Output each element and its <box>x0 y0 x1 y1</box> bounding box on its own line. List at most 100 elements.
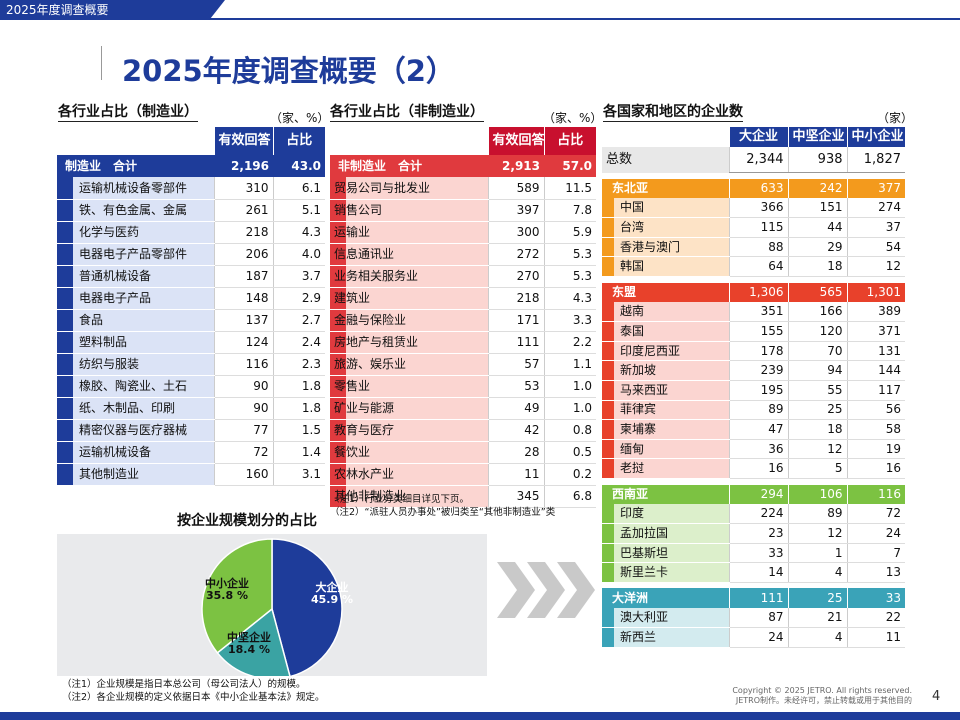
spacer <box>602 172 905 179</box>
table-row: 橡胶、陶瓷业、土石 90 1.8 <box>57 375 325 398</box>
nonmfg-unit: （家、%） <box>543 111 603 125</box>
country-label: 马来西亚 <box>602 380 729 401</box>
country-label: 孟加拉国 <box>602 523 729 544</box>
pie-label-pct: 45.9 % <box>311 593 353 606</box>
country-label: 韩国 <box>602 256 729 278</box>
table-row: 农林水产业 11 0.2 <box>330 463 596 486</box>
row-label: 其他制造业 <box>57 463 214 486</box>
row-pct: 5.1 <box>272 199 325 222</box>
country-row: 斯里兰卡 14 4 13 <box>602 562 905 583</box>
country-value: 144 <box>846 360 905 382</box>
country-value: 5 <box>787 458 847 479</box>
country-value: 64 <box>728 256 788 278</box>
table-row: 纺织与服装 116 2.3 <box>57 353 325 376</box>
country-row: 马来西亚 195 55 117 <box>602 380 905 401</box>
nonmfg-note-1: （注1）行业分类细目详见下页。 <box>330 494 470 505</box>
country-value: 55 <box>787 380 847 401</box>
region-label: 东北亚 <box>602 178 729 199</box>
row-pct: 5.3 <box>543 265 596 288</box>
country-value: 54 <box>846 237 905 258</box>
table-row: 贸易公司与批发业 589 11.5 <box>330 177 596 200</box>
nonmfg-section-title: 各行业占比（非制造业） <box>330 104 484 122</box>
country-label: 泰国 <box>602 321 729 342</box>
table-row: 信息通讯业 272 5.3 <box>330 243 596 266</box>
country-value: 24 <box>846 523 905 544</box>
row-label: 化学与医药 <box>57 221 214 244</box>
row-label: 信息通讯业 <box>330 243 488 266</box>
country-value: 18 <box>787 419 847 440</box>
table-row: 其他制造业 160 3.1 <box>57 463 325 486</box>
row-count: 206 <box>213 243 273 266</box>
chevron-arrows-icon <box>497 562 595 618</box>
country-value: 4 <box>787 627 847 648</box>
mfg-section-title: 各行业占比（制造业） <box>58 104 198 122</box>
country-row: 韩国 64 18 12 <box>602 256 905 278</box>
row-label: 运输机械设备零部件 <box>57 177 214 200</box>
row-label: 电器电子产品零部件 <box>57 243 214 266</box>
row-pct: 0.2 <box>543 463 596 486</box>
total-row: 非制造业 合计 2,913 57.0 <box>330 155 596 177</box>
country-table: 大企业 中坚企业 中小企业 总数 2,344 938 1,827 东北亚 633 242 377 中国… <box>602 127 905 648</box>
country-row: 柬埔寨 47 18 58 <box>602 419 905 440</box>
country-row: 澳大利亚 87 21 22 <box>602 608 905 629</box>
pie-note-2: （注2）各企业规模的定义依据日本《中小企业基本法》规定。 <box>62 692 325 703</box>
row-label: 橡胶、陶瓷业、土石 <box>57 375 214 398</box>
bottom-bar <box>0 712 960 720</box>
table-row: 零售业 53 1.0 <box>330 375 596 398</box>
row-pct: 2.7 <box>272 309 325 332</box>
row-label: 其他非制造业 <box>330 485 488 508</box>
row-label: 零售业 <box>330 375 488 398</box>
country-value: 87 <box>728 608 788 629</box>
row-count: 77 <box>213 419 273 442</box>
row-count: 272 <box>487 243 544 266</box>
row-pct: 11.5 <box>543 177 596 200</box>
country-value: 89 <box>728 400 788 421</box>
row-count: 137 <box>213 309 273 332</box>
row-count: 218 <box>487 287 544 310</box>
country-section-title: 各国家和地区的企业数 <box>603 104 743 122</box>
section-tab: 2025年度调查概要 <box>0 0 225 20</box>
region-value: 633 <box>728 178 788 199</box>
copyright: Copyright © 2025 JETRO. All rights reser… <box>732 686 912 706</box>
country-value: 44 <box>787 217 847 238</box>
row-pct: 2.4 <box>272 331 325 354</box>
pie-label-name: 中坚企业 <box>227 631 271 644</box>
row-pct: 3.1 <box>272 463 325 486</box>
row-label: 运输机械设备 <box>57 441 214 464</box>
country-value: 16 <box>846 458 905 479</box>
country-value: 224 <box>728 504 788 525</box>
top-rule <box>0 18 960 20</box>
country-value: 22 <box>846 608 905 629</box>
country-row: 菲律宾 89 25 56 <box>602 400 905 421</box>
row-pct: 6.1 <box>272 177 325 200</box>
country-label: 台湾 <box>602 217 729 238</box>
row-pct: 1.0 <box>543 375 596 398</box>
header-blank <box>602 127 729 147</box>
country-value: 117 <box>846 380 905 401</box>
region-value: 565 <box>787 282 847 303</box>
row-label: 建筑业 <box>330 287 488 310</box>
row-label: 普通机械设备 <box>57 265 214 288</box>
country-value: 18 <box>787 256 847 278</box>
spacer <box>602 478 905 485</box>
country-value: 155 <box>728 321 788 342</box>
row-count: 160 <box>213 463 273 486</box>
country-value: 56 <box>846 400 905 421</box>
pie-slice-1 <box>216 607 291 676</box>
top-bar: 2025年度调查概要 <box>0 0 960 20</box>
table-row: 房地产与租赁业 111 2.2 <box>330 331 596 354</box>
row-count: 397 <box>487 199 544 222</box>
country-value: 33 <box>728 543 788 564</box>
table-row: 化学与医药 218 4.3 <box>57 221 325 244</box>
row-label: 房地产与租赁业 <box>330 331 488 354</box>
country-value: 72 <box>846 504 905 525</box>
country-row: 泰国 155 120 371 <box>602 321 905 342</box>
region-value: 33 <box>846 588 905 609</box>
row-label: 贸易公司与批发业 <box>330 177 488 200</box>
table-row: 餐饮业 28 0.5 <box>330 441 596 464</box>
country-label: 印度尼西亚 <box>602 341 729 362</box>
row-count: 90 <box>213 375 273 398</box>
page-title: 2025年度调查概要（2） <box>122 54 455 88</box>
country-row: 台湾 115 44 37 <box>602 217 905 238</box>
region-value: 116 <box>846 484 905 505</box>
